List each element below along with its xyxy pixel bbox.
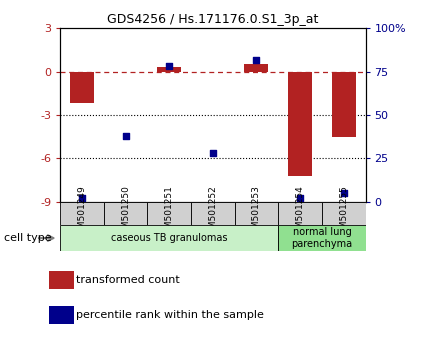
Text: transformed count: transformed count — [76, 275, 180, 285]
Bar — [114, 72, 138, 73]
Bar — [332, 72, 356, 137]
Bar — [191, 202, 235, 225]
Text: GSM501251: GSM501251 — [165, 185, 174, 240]
Point — [209, 150, 216, 156]
Text: percentile rank within the sample: percentile rank within the sample — [76, 310, 264, 320]
Point — [340, 190, 347, 196]
Bar — [322, 202, 366, 225]
Text: GSM501254: GSM501254 — [295, 185, 304, 240]
Text: GSM501252: GSM501252 — [209, 185, 217, 240]
Text: GSM501249: GSM501249 — [77, 185, 86, 240]
Bar — [157, 67, 181, 72]
Bar — [278, 202, 322, 225]
Bar — [288, 72, 312, 176]
Bar — [104, 202, 147, 225]
Bar — [60, 202, 104, 225]
Bar — [49, 271, 74, 289]
Bar — [235, 202, 278, 225]
Point — [166, 64, 173, 69]
Bar — [278, 225, 366, 251]
Point — [253, 57, 260, 62]
Text: cell type: cell type — [4, 233, 52, 243]
Point — [79, 195, 86, 201]
Text: normal lung
parenchyma: normal lung parenchyma — [291, 227, 353, 249]
Bar — [49, 306, 74, 324]
Point — [122, 133, 129, 139]
Point — [297, 195, 304, 201]
Text: GSM501250: GSM501250 — [121, 185, 130, 240]
Bar — [147, 202, 191, 225]
Text: GSM501255: GSM501255 — [339, 185, 348, 240]
Title: GDS4256 / Hs.171176.0.S1_3p_at: GDS4256 / Hs.171176.0.S1_3p_at — [107, 13, 319, 26]
Text: GSM501253: GSM501253 — [252, 185, 261, 240]
Bar — [60, 225, 278, 251]
Bar — [70, 72, 94, 103]
Text: caseous TB granulomas: caseous TB granulomas — [111, 233, 227, 243]
Bar — [201, 72, 225, 73]
Bar — [245, 64, 268, 72]
